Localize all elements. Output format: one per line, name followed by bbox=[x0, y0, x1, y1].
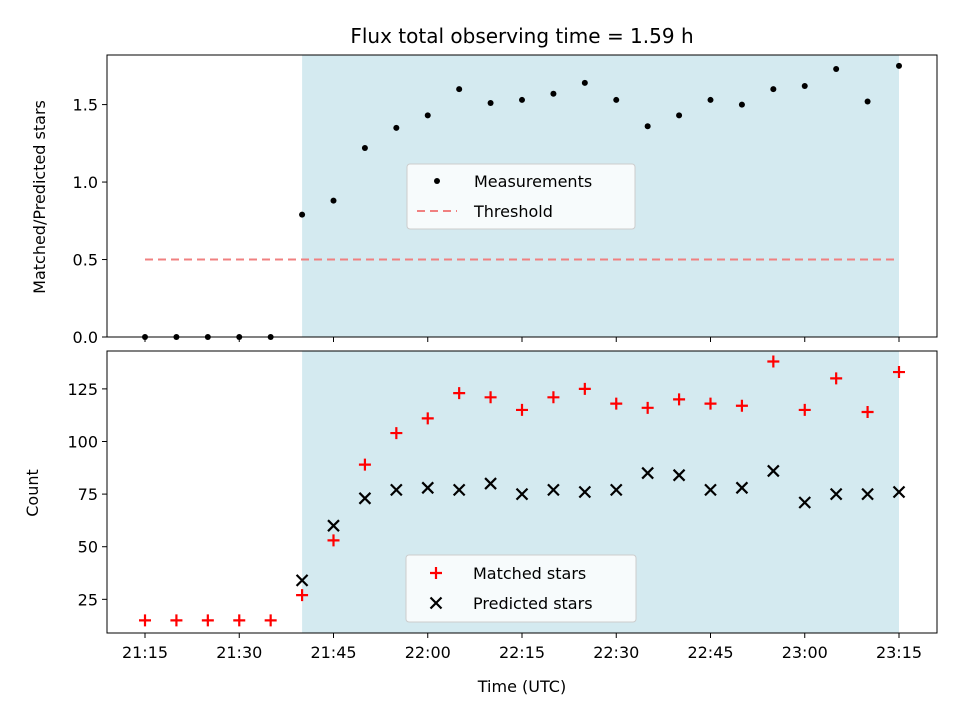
top-y-axis-label: Matched/Predicted stars bbox=[30, 100, 49, 294]
top-point-measurement bbox=[644, 123, 651, 130]
bottom-point-matched bbox=[673, 393, 686, 406]
top-point-measurement bbox=[456, 86, 463, 93]
bottom-point-predicted bbox=[735, 481, 749, 495]
top-point-measurement bbox=[864, 98, 871, 105]
legend-label-measurements: Measurements bbox=[474, 172, 592, 191]
legend-label-predicted: Predicted stars bbox=[473, 594, 593, 613]
bottom-point-matched bbox=[578, 382, 591, 395]
top-point-measurement bbox=[519, 96, 525, 103]
top-point-measurement bbox=[424, 112, 431, 119]
bottom-point-predicted bbox=[421, 481, 435, 495]
bottom-point-predicted bbox=[609, 483, 623, 497]
legend-marker-predicted bbox=[429, 596, 443, 610]
bottom-point-predicted bbox=[892, 485, 906, 499]
bottom-point-matched bbox=[893, 366, 905, 379]
top-point-measurement bbox=[393, 124, 400, 131]
x-tick-label: 23:00 bbox=[782, 643, 828, 662]
top-point-measurement bbox=[613, 96, 620, 103]
bottom-point-matched bbox=[358, 458, 371, 471]
bottom-point-matched bbox=[610, 397, 623, 410]
legend-marker-measurements bbox=[434, 178, 440, 184]
top-point-measurement bbox=[330, 197, 337, 204]
bottom-point-predicted bbox=[861, 487, 874, 501]
top-y-tick-label: 0.5 bbox=[73, 251, 98, 270]
chart-title: Flux total observing time = 1.59 h bbox=[350, 24, 693, 48]
x-tick-label: 22:30 bbox=[593, 643, 639, 662]
bottom-point-matched bbox=[861, 406, 874, 419]
top-point-measurement bbox=[581, 79, 588, 86]
bottom-point-matched bbox=[201, 614, 214, 627]
bottom-point-matched bbox=[830, 372, 843, 385]
top-point-measurement bbox=[896, 62, 902, 69]
bottom-point-predicted bbox=[327, 519, 340, 532]
bottom-point-predicted bbox=[641, 466, 654, 480]
bottom-point-predicted bbox=[390, 483, 403, 497]
top-point-measurement bbox=[770, 86, 777, 93]
bottom-point-predicted bbox=[829, 487, 843, 501]
bottom-point-matched bbox=[516, 403, 528, 416]
bottom-point-matched bbox=[547, 391, 560, 404]
bottom-y-tick-label: 75 bbox=[78, 485, 98, 504]
top-point-measurement bbox=[801, 82, 808, 89]
bottom-y-axis-label: Count bbox=[23, 469, 42, 517]
bottom-point-matched bbox=[170, 614, 183, 627]
bottom-point-predicted bbox=[295, 574, 309, 587]
top-panel: 0.0 0.5 1.0 1.5 Measurements Threshold bbox=[73, 54, 938, 347]
bottom-point-matched bbox=[139, 614, 151, 627]
top-y-tick-label: 1.0 bbox=[73, 173, 98, 192]
bottom-point-predicted bbox=[358, 492, 372, 505]
bottom-y-tick-label: 125 bbox=[67, 380, 98, 399]
x-tick-label: 23:15 bbox=[876, 643, 922, 662]
x-tick-label: 21:15 bbox=[122, 643, 168, 662]
top-y-tick-label: 0.0 bbox=[73, 328, 98, 347]
bottom-point-matched bbox=[390, 427, 403, 440]
bottom-point-matched bbox=[296, 589, 309, 602]
bottom-y-tick-label: 25 bbox=[78, 590, 98, 609]
top-point-measurement bbox=[299, 211, 306, 218]
top-point-measurement bbox=[738, 101, 745, 108]
bottom-y-tick-label: 50 bbox=[78, 538, 98, 557]
legend-marker-matched bbox=[430, 567, 442, 579]
top-point-measurement bbox=[550, 90, 557, 97]
top-point-measurement bbox=[487, 100, 494, 107]
bottom-point-matched bbox=[327, 534, 340, 547]
x-tick-label: 21:45 bbox=[310, 643, 356, 662]
x-tick-label: 22:15 bbox=[499, 643, 545, 662]
bottom-point-predicted bbox=[704, 483, 717, 497]
bottom-point-matched bbox=[641, 401, 654, 414]
bottom-point-predicted bbox=[578, 485, 592, 499]
top-point-measurement bbox=[361, 144, 368, 151]
bottom-point-predicted bbox=[547, 483, 560, 497]
bottom-point-predicted bbox=[484, 477, 497, 490]
bottom-point-predicted bbox=[767, 464, 780, 478]
bottom-point-predicted bbox=[798, 496, 812, 509]
bottom-point-matched bbox=[767, 355, 780, 368]
bottom-point-matched bbox=[453, 387, 466, 400]
bottom-legend bbox=[405, 554, 637, 623]
legend-label-threshold: Threshold bbox=[473, 202, 553, 221]
bottom-point-matched bbox=[264, 614, 277, 627]
bottom-point-matched bbox=[484, 391, 497, 404]
bottom-point-matched bbox=[735, 399, 748, 412]
bottom-point-predicted bbox=[672, 468, 686, 482]
top-legend bbox=[406, 163, 636, 230]
bottom-point-matched bbox=[233, 614, 246, 627]
x-tick-label: 22:45 bbox=[687, 643, 733, 662]
x-tick-label: 22:00 bbox=[405, 643, 451, 662]
top-point-measurement bbox=[676, 112, 683, 119]
legend-label-matched: Matched stars bbox=[473, 564, 586, 583]
bottom-point-predicted bbox=[515, 487, 529, 501]
top-point-measurement bbox=[833, 65, 840, 72]
top-y-tick-label: 1.5 bbox=[73, 96, 98, 115]
bottom-point-matched bbox=[704, 397, 717, 410]
bottom-point-matched bbox=[421, 412, 434, 425]
x-tick-label: 21:30 bbox=[216, 643, 262, 662]
bottom-point-matched bbox=[798, 403, 811, 416]
bottom-point-predicted bbox=[452, 483, 466, 497]
top-point-measurement bbox=[707, 96, 714, 103]
bottom-y-tick-label: 100 bbox=[67, 432, 98, 451]
x-axis-label: Time (UTC) bbox=[477, 677, 566, 696]
bottom-panel: 25 50 75 100 125 21:15 21:30 21:45 22:00 22:15 22:… bbox=[67, 350, 938, 662]
